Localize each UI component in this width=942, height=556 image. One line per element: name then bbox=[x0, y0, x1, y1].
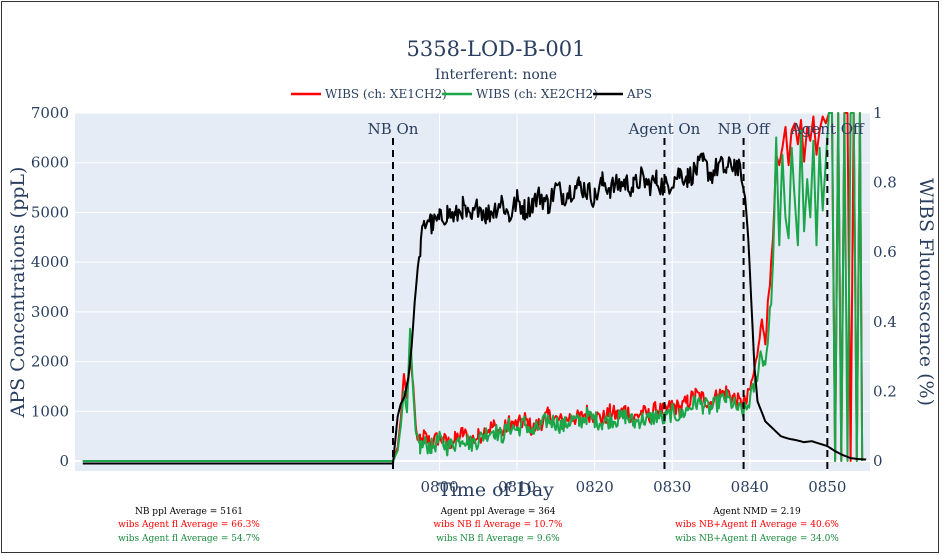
legend-label-wibs-xe1ch2: WIBS (ch: XE1CH2) bbox=[325, 87, 447, 101]
y-left-tick-label: 7000 bbox=[31, 104, 69, 122]
series-wibs-xe2ch2 bbox=[82, 112, 864, 462]
legend-label-aps: APS bbox=[626, 87, 652, 101]
legend-item-wibs-xe1ch2[interactable]: WIBS (ch: XE1CH2) bbox=[291, 87, 447, 101]
chart-subtitle: Interferent: none bbox=[435, 67, 557, 83]
stat-wibs-nb-fl-xe2: wibs NB fl Average = 9.6% bbox=[436, 534, 560, 544]
legend-label-wibs-xe2ch2: WIBS (ch: XE2CH2) bbox=[476, 87, 598, 101]
x-axis-ticks: 0800 0810 0820 0830 0840 0850 bbox=[420, 478, 846, 496]
x-tick-label: 0850 bbox=[808, 478, 846, 496]
stat-nb-ppl-average: NB ppl Average = 5161 bbox=[135, 507, 243, 517]
stat-agent-ppl-average: Agent ppl Average = 364 bbox=[440, 507, 556, 517]
chart-title: 5358-LOD-B-001 bbox=[406, 37, 585, 61]
y-left-tick-label: 5000 bbox=[31, 203, 69, 221]
y-right-tick-label: 0.8 bbox=[873, 174, 897, 192]
x-tick-label: 0830 bbox=[653, 478, 691, 496]
stat-agent-nmd: Agent NMD = 2.19 bbox=[712, 507, 801, 517]
series-aps bbox=[82, 152, 867, 465]
y-axis-left-ticks: 0 1000 2000 3000 4000 5000 6000 7000 bbox=[31, 104, 69, 470]
event-markers: NB On Agent On NB Off Agent Off bbox=[368, 120, 865, 471]
x-tick-label: 0820 bbox=[576, 478, 614, 496]
wibs-xe2ch2-line bbox=[82, 112, 864, 462]
x-tick-label: 0810 bbox=[498, 478, 536, 496]
y-right-tick-label: 0.2 bbox=[873, 382, 897, 400]
y-right-tick-label: 0.4 bbox=[873, 313, 897, 331]
y-left-tick-label: 0 bbox=[59, 452, 69, 470]
y-right-tick-label: 0.6 bbox=[873, 243, 897, 261]
x-tick-label: 0840 bbox=[731, 478, 769, 496]
stat-wibs-nb-agent-fl-xe1: wibs NB+Agent fl Average = 40.6% bbox=[675, 520, 839, 530]
stats-block: NB ppl Average = 5161 wibs Agent fl Aver… bbox=[118, 507, 839, 544]
stat-wibs-nb-fl-xe1: wibs NB fl Average = 10.7% bbox=[433, 520, 563, 530]
y-axis-left-title: APS Concentrations (ppL) bbox=[7, 167, 29, 419]
x-axis-title: Time of Day bbox=[438, 479, 554, 501]
event-label: NB On bbox=[368, 120, 419, 138]
event-label: Agent Off bbox=[790, 120, 865, 138]
y-axis-right-ticks: 0 0.2 0.4 0.6 0.8 1 bbox=[873, 104, 897, 470]
y-left-tick-label: 2000 bbox=[31, 353, 69, 371]
y-left-tick-label: 1000 bbox=[31, 402, 69, 420]
y-left-tick-label: 6000 bbox=[31, 154, 69, 172]
event-label: NB Off bbox=[718, 120, 771, 138]
aps-line bbox=[82, 152, 867, 465]
y-left-tick-label: 4000 bbox=[31, 253, 69, 271]
y-right-tick-label: 1 bbox=[873, 104, 883, 122]
stat-wibs-agent-fl-xe2: wibs Agent fl Average = 54.7% bbox=[118, 534, 260, 544]
y-right-tick-label: 0 bbox=[873, 452, 883, 470]
legend: WIBS (ch: XE1CH2) WIBS (ch: XE2CH2) APS bbox=[291, 87, 652, 101]
legend-item-aps[interactable]: APS bbox=[593, 87, 652, 101]
stat-wibs-nb-agent-fl-xe2: wibs NB+Agent fl Average = 34.0% bbox=[675, 534, 839, 544]
stat-wibs-agent-fl-xe1: wibs Agent fl Average = 66.3% bbox=[118, 520, 260, 530]
event-label: Agent On bbox=[628, 120, 701, 138]
legend-item-wibs-xe2ch2[interactable]: WIBS (ch: XE2CH2) bbox=[442, 87, 598, 101]
y-left-tick-label: 3000 bbox=[31, 303, 69, 321]
y-axis-right-title: WIBS Fluorescence (%) bbox=[915, 178, 937, 406]
x-tick-label: 0800 bbox=[420, 478, 458, 496]
